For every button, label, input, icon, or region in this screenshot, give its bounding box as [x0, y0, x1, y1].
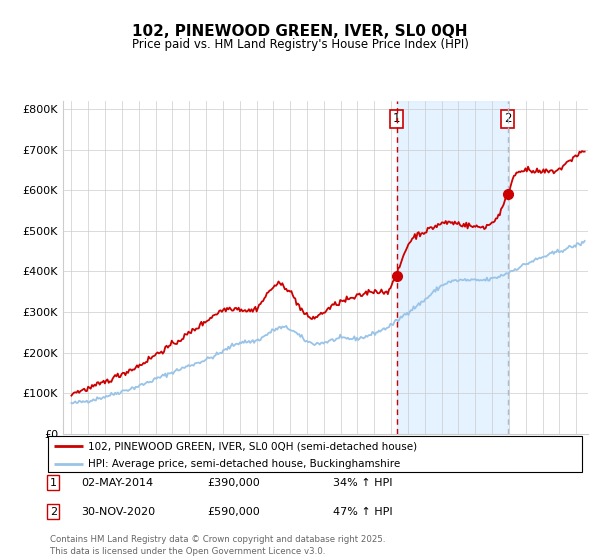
Text: 2: 2: [504, 113, 511, 125]
Text: 102, PINEWOOD GREEN, IVER, SL0 0QH (semi-detached house): 102, PINEWOOD GREEN, IVER, SL0 0QH (semi…: [88, 441, 417, 451]
Text: 02-MAY-2014: 02-MAY-2014: [81, 478, 153, 488]
Text: 47% ↑ HPI: 47% ↑ HPI: [333, 507, 392, 517]
Text: HPI: Average price, semi-detached house, Buckinghamshire: HPI: Average price, semi-detached house,…: [88, 459, 400, 469]
Text: 1: 1: [393, 113, 400, 125]
Text: £590,000: £590,000: [207, 507, 260, 517]
Text: Contains HM Land Registry data © Crown copyright and database right 2025.
This d: Contains HM Land Registry data © Crown c…: [50, 535, 385, 556]
Text: 2: 2: [50, 507, 57, 517]
Text: 102, PINEWOOD GREEN, IVER, SL0 0QH: 102, PINEWOOD GREEN, IVER, SL0 0QH: [132, 24, 468, 39]
Text: 34% ↑ HPI: 34% ↑ HPI: [333, 478, 392, 488]
Text: Price paid vs. HM Land Registry's House Price Index (HPI): Price paid vs. HM Land Registry's House …: [131, 38, 469, 51]
Text: £390,000: £390,000: [207, 478, 260, 488]
Text: 30-NOV-2020: 30-NOV-2020: [81, 507, 155, 517]
Text: 1: 1: [50, 478, 57, 488]
Bar: [397, 101, 508, 434]
